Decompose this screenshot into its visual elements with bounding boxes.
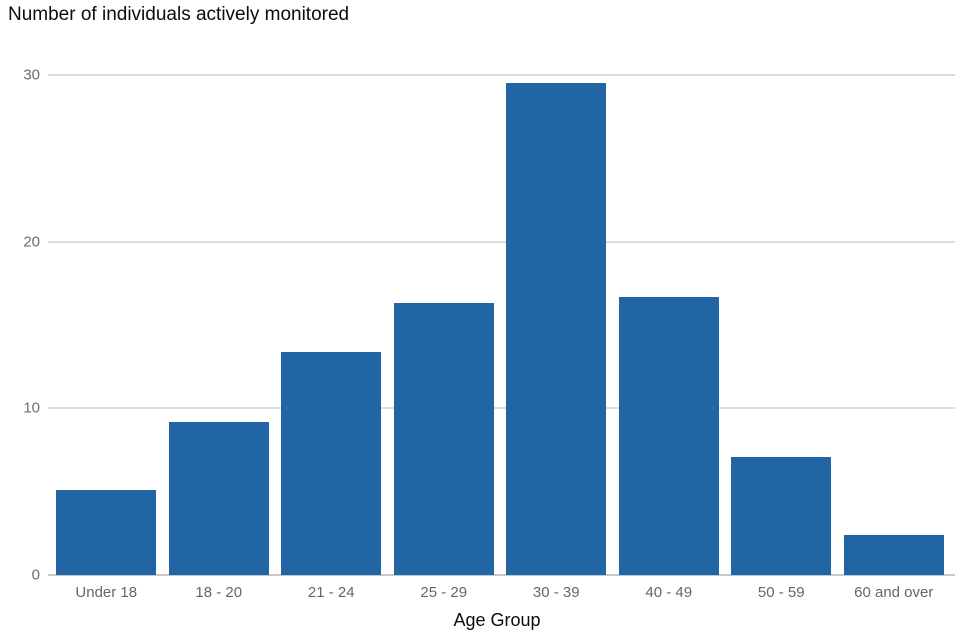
- bar-21-24: [281, 351, 382, 575]
- x-tick-label: 21 - 24: [307, 584, 355, 601]
- gridline-y-10: [48, 407, 955, 410]
- bar-30-39: [506, 83, 607, 575]
- x-tick-label: 25 - 29: [420, 584, 468, 601]
- gridline-y-0: [48, 574, 955, 576]
- bar-18-20: [168, 421, 269, 575]
- x-tick-label: 60 and over: [854, 584, 934, 601]
- y-tick-label-0: 0: [31, 566, 40, 584]
- bar-60-and-over: [843, 535, 944, 575]
- bar-25-29: [393, 303, 494, 575]
- gridline-y-30: [48, 74, 955, 76]
- x-tick-label: Under 18: [75, 584, 138, 601]
- x-axis-label: Age Group: [453, 610, 541, 630]
- bar-under-18: [56, 490, 157, 575]
- chart-title: Number of individuals actively monitored: [8, 4, 350, 25]
- x-tick-label: 50 - 59: [757, 584, 805, 601]
- bar-50-59: [731, 456, 832, 575]
- gridline-y-20: [48, 240, 955, 243]
- x-tick-label: 30 - 39: [532, 584, 580, 601]
- y-tick-label-10: 10: [23, 399, 40, 417]
- y-tick-label-20: 20: [23, 233, 40, 251]
- y-tick-label-30: 30: [23, 66, 40, 84]
- x-tick-label: 40 - 49: [645, 584, 693, 601]
- x-tick-label: 18 - 20: [195, 584, 243, 601]
- bar-40-49: [618, 296, 719, 575]
